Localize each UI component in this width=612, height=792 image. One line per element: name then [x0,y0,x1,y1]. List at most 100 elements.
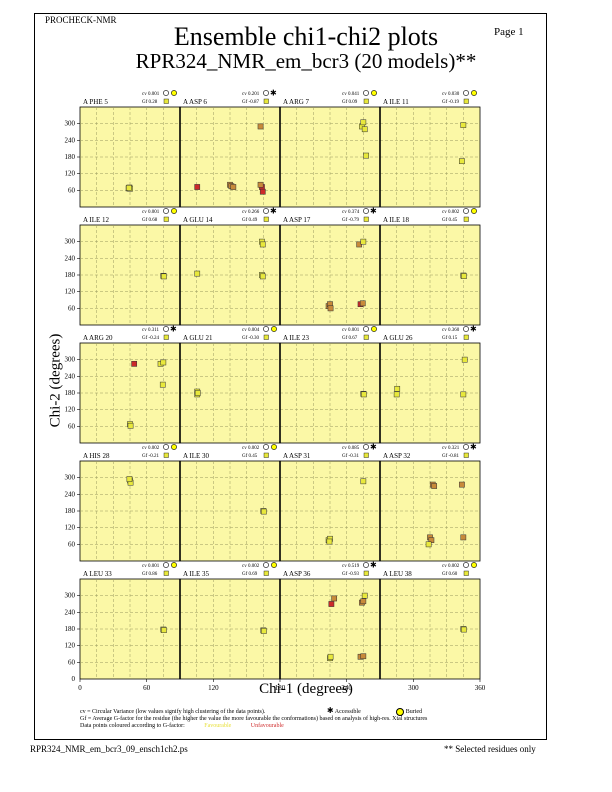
panel-cv: cv 0.002 [142,446,160,451]
gf-colour-swatch [163,452,169,458]
buried-icon [171,562,177,568]
clock-icon [463,208,469,214]
panel-label: A HIS 28 [83,452,110,460]
data-point [460,122,467,128]
panel-gf: Gf -0.30 [242,336,259,341]
panel-label: A ILE 30 [183,452,210,460]
y-tick-label: 60 [68,304,76,312]
buried-icon [471,208,477,214]
buried-icon [171,208,177,214]
data-point [459,481,465,488]
panel-label: A ASP 32 [383,452,411,460]
x-axis-label: Chi-1 (degrees) [259,681,353,697]
data-point [327,653,334,660]
data-point [359,300,366,307]
data-point [261,508,267,515]
panel-label: A ARG 20 [83,334,113,342]
data-point [259,273,266,280]
panel-cv: cv 0.201 [242,92,260,97]
clock-icon [363,326,369,332]
data-point [461,626,467,633]
gf-colour-swatch [463,98,469,104]
page-frame [34,13,547,740]
y-tick-label: 300 [65,592,76,600]
data-point [328,601,335,607]
buried-icon [271,326,277,332]
y-tick-label: 180 [65,389,76,397]
buried-legend-label: Buried [405,709,423,715]
panel-gf: Gf 0.68 [142,218,158,223]
panel-cv: cv 0.085 [342,446,360,451]
y-tick-label: 180 [65,507,76,515]
panel-cv: cv 0.002 [242,564,260,569]
buried-icon [271,444,277,450]
panel-label: A ASP 6 [183,98,207,106]
gf-note: Gf = Average G-factor for the residue (t… [80,716,428,722]
panel-label: A GLU 14 [183,216,213,224]
panel-cv: cv 0.321 [442,446,460,451]
y-tick-label: 120 [65,170,76,178]
y-tick-label: 120 [65,288,76,296]
data-point [194,184,201,190]
gf-colour-swatch [363,98,369,104]
data-point [126,184,132,191]
data-point [431,483,438,489]
data-point [230,184,237,190]
y-tick-label: 120 [65,642,76,650]
gf-colour-swatch [463,216,469,222]
program-name: PROCHECK-NMR [45,15,117,25]
gf-colour-swatch [363,216,369,222]
data-point [461,273,467,279]
y-tick-label: 240 [65,254,76,262]
y-tick-label: 300 [65,356,76,364]
y-tick-label: 60 [68,186,76,194]
y-tick-label: 60 [68,422,76,430]
gf-colour-swatch [163,334,169,340]
y-tick-label-zero: 0 [72,675,76,683]
data-point [360,238,367,245]
data-point [161,627,167,633]
panel-gf: Gf 0.45 [442,218,458,223]
gf-colour-swatch [263,98,269,104]
gf-colour-swatch [363,452,369,458]
clock-icon [463,562,469,568]
clock-icon [363,90,369,96]
buried-icon [471,90,477,96]
panel-gf: Gf -0.93 [342,572,359,577]
y-tick-label: 240 [65,490,76,498]
data-point [394,385,401,392]
data-point [161,273,167,280]
buried-icon [171,444,177,450]
panel-cv: cv 0.002 [442,564,460,569]
y-tick-label: 120 [65,524,76,532]
data-point [459,158,465,165]
data-point [259,241,266,248]
clock-icon [263,90,269,96]
page-title: Ensemble chi1-chi2 plots [173,22,439,51]
accessible-legend-icon: ✱ [326,706,334,715]
panel-gf: Gf -0.19 [442,100,459,105]
file-name: RPR324_NMR_em_bcr3_09_ensch1ch2.ps [30,744,188,754]
x-tick-label: 180 [275,684,286,692]
y-tick-label: 240 [65,608,76,616]
y-tick-label: 300 [65,474,76,482]
panel-gf: Gf -0.31 [342,454,359,459]
gf-colour-swatch [163,570,169,576]
buried-legend-icon [396,707,405,716]
gf-colour-swatch [463,334,469,340]
colour-note: Data points coloured according to G-fact… [80,723,185,729]
gf-colour-swatch [163,98,169,104]
panel-cv: cv 0.001 [142,564,160,569]
page-subtitle: RPR324_NMR_em_bcr3 (20 models)** [135,49,477,73]
data-point [159,381,166,388]
data-point [326,538,333,545]
buried-icon [471,562,477,568]
panel-gf: Gf -0.81 [442,454,459,459]
panel-cv: cv 0.001 [142,92,160,97]
panel-cv: cv 0.030 [442,92,460,97]
data-point [360,598,367,605]
gf-colour-swatch [263,334,269,340]
panel-cv: cv 0.002 [242,446,260,451]
panel-gf: Gf 0.69 [242,572,258,577]
